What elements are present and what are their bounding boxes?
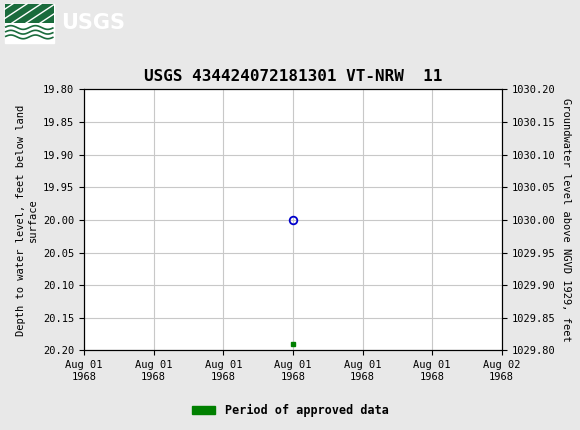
Y-axis label: Depth to water level, feet below land
surface: Depth to water level, feet below land su… (16, 104, 38, 335)
Bar (5, 4, 54, 23)
Y-axis label: Groundwater level above NGVD 1929, feet: Groundwater level above NGVD 1929, feet (561, 98, 571, 342)
Bar (5, 4, 54, 43)
Text: USGS: USGS (61, 13, 125, 33)
Legend: Period of approved data: Period of approved data (187, 399, 393, 422)
Title: USGS 434424072181301 VT-NRW  11: USGS 434424072181301 VT-NRW 11 (144, 69, 442, 84)
